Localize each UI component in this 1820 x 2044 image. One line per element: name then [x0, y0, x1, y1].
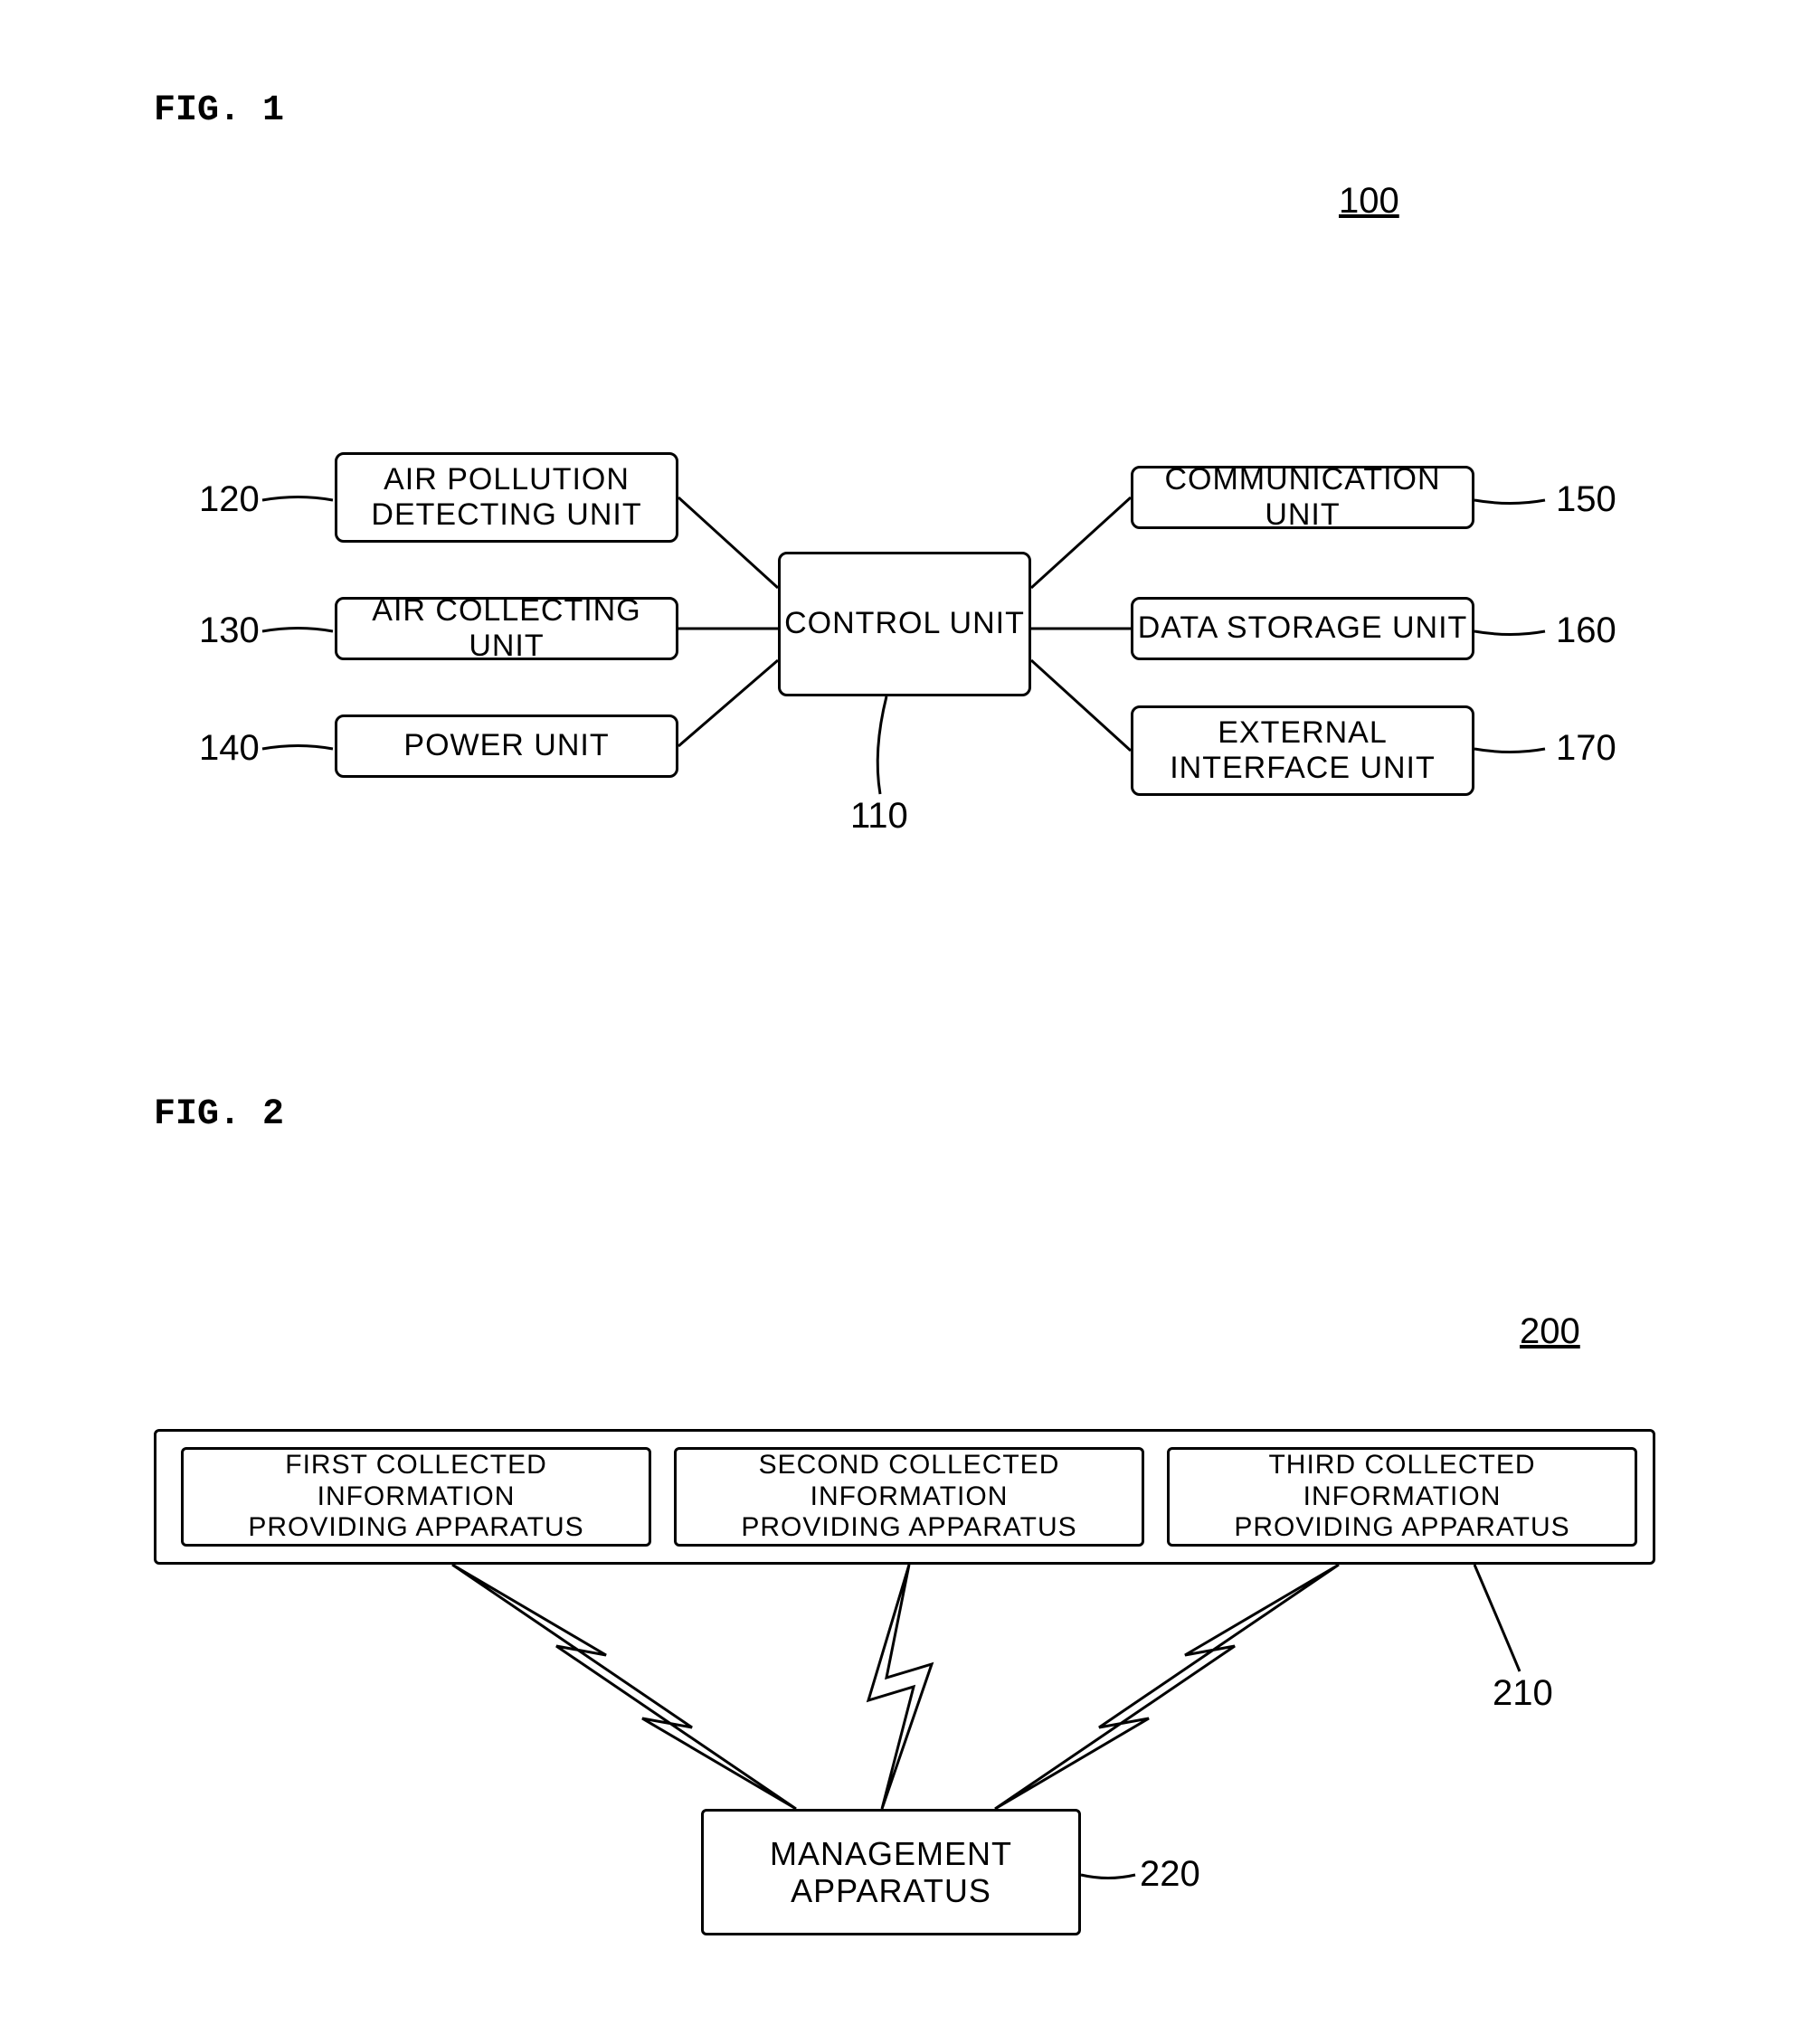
- leader-140: [262, 744, 335, 753]
- management-box: MANAGEMENT APPARATUS: [701, 1809, 1081, 1935]
- control-unit-leader: [855, 696, 927, 805]
- wireless-2: [846, 1565, 954, 1813]
- data-storage-box: DATA STORAGE UNIT: [1131, 597, 1474, 660]
- first-apparatus-box: FIRST COLLECTED INFORMATION PROVIDING AP…: [181, 1447, 651, 1547]
- external-interface-box: EXTERNAL INTERFACE UNIT: [1131, 705, 1474, 796]
- air-pollution-box: AIR POLLUTION DETECTING UNIT: [335, 452, 678, 543]
- air-pollution-ref: 120: [199, 479, 260, 520]
- conn-160: [1031, 627, 1135, 630]
- leader-150: [1474, 496, 1547, 505]
- leader-130: [262, 627, 335, 636]
- communication-box: COMMUNICATION UNIT: [1131, 466, 1474, 529]
- conn-170: [1031, 660, 1135, 760]
- power-unit-label: POWER UNIT: [403, 728, 609, 763]
- leader-120: [262, 496, 335, 505]
- communication-label: COMMUNICATION UNIT: [1133, 462, 1472, 533]
- conn-120: [678, 497, 782, 597]
- leader-220: [1081, 1870, 1140, 1879]
- leader-170: [1474, 744, 1547, 753]
- external-interface-label: EXTERNAL INTERFACE UNIT: [1170, 715, 1436, 786]
- third-apparatus-box: THIRD COLLECTED INFORMATION PROVIDING AP…: [1167, 1447, 1637, 1547]
- wireless-3: [977, 1565, 1366, 1813]
- fig1-system-ref: 100: [1339, 181, 1399, 222]
- power-unit-ref: 140: [199, 728, 260, 769]
- air-collecting-label: AIR COLLECTING UNIT: [337, 593, 676, 664]
- fig2-label: FIG. 2: [154, 1094, 284, 1135]
- air-collecting-ref: 130: [199, 610, 260, 651]
- data-storage-ref: 160: [1556, 610, 1616, 651]
- leader-210: [1474, 1565, 1547, 1682]
- conn-150: [1031, 497, 1135, 597]
- fig1-label: FIG. 1: [154, 90, 284, 131]
- first-apparatus-label: FIRST COLLECTED INFORMATION PROVIDING AP…: [184, 1450, 649, 1544]
- page: FIG. 1 100 CONTROL UNIT 110 AIR POLLUTIO…: [0, 0, 1820, 2044]
- fig2-system-ref: 200: [1520, 1311, 1580, 1352]
- control-unit-box: CONTROL UNIT: [778, 552, 1031, 696]
- air-pollution-label: AIR POLLUTION DETECTING UNIT: [371, 462, 641, 533]
- leader-160: [1474, 627, 1547, 636]
- power-unit-box: POWER UNIT: [335, 714, 678, 778]
- control-unit-label: CONTROL UNIT: [784, 606, 1025, 641]
- external-interface-ref: 170: [1556, 728, 1616, 769]
- management-ref: 220: [1140, 1854, 1200, 1895]
- air-collecting-box: AIR COLLECTING UNIT: [335, 597, 678, 660]
- communication-ref: 150: [1556, 479, 1616, 520]
- wireless-1: [416, 1565, 805, 1813]
- conn-140: [678, 660, 782, 760]
- conn-130: [678, 627, 782, 630]
- second-apparatus-box: SECOND COLLECTED INFORMATION PROVIDING A…: [674, 1447, 1144, 1547]
- third-apparatus-label: THIRD COLLECTED INFORMATION PROVIDING AP…: [1170, 1450, 1635, 1544]
- data-storage-label: DATA STORAGE UNIT: [1138, 610, 1468, 646]
- second-apparatus-label: SECOND COLLECTED INFORMATION PROVIDING A…: [677, 1450, 1142, 1544]
- management-label: MANAGEMENT APPARATUS: [770, 1835, 1012, 1910]
